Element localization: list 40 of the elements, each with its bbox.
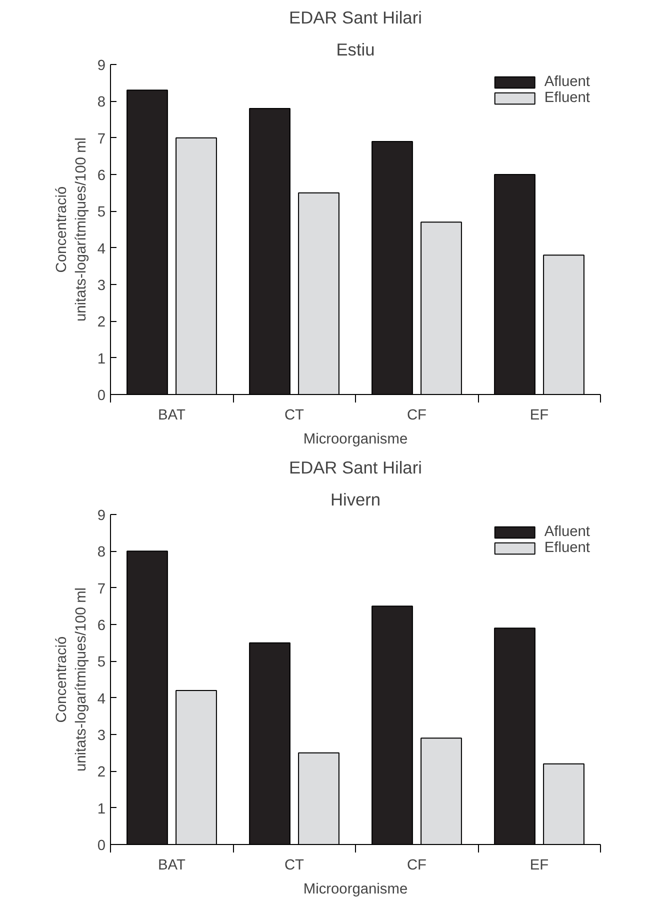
y-tick-label: 0 [97, 388, 106, 404]
x-tick-label: CF [406, 408, 427, 424]
y-axis-title: Concentració unitats-logarítmiques/100 ml [54, 587, 90, 772]
y-tick-label: 2 [97, 314, 106, 331]
x-axis-title: Microorganisme [303, 882, 408, 898]
x-tick-label: CT [284, 408, 304, 424]
y-tick-label: 4 [97, 241, 106, 258]
y-tick-label: 3 [97, 728, 106, 744]
y-tick-label: 3 [97, 278, 106, 294]
y-tick-label: 0 [97, 838, 106, 854]
y-tick-label: 8 [97, 544, 106, 561]
y-tick-label: 9 [97, 58, 106, 74]
y-tick-label: 6 [97, 168, 106, 184]
x-tick-label: BAT [158, 858, 186, 874]
x-tick-label: CT [284, 858, 304, 874]
y-tick-label: 8 [97, 94, 106, 111]
legend-label: Efluent [544, 90, 590, 106]
y-tick-label: 7 [97, 131, 106, 148]
x-axis-title: Microorganisme [303, 432, 408, 448]
chart-title: EDAR Sant Hilari [289, 8, 422, 28]
y-tick-label: 5 [97, 204, 106, 221]
chart-subtitle: Hivern [330, 490, 381, 510]
legend-label: Afluent [544, 524, 590, 540]
y-tick-label: 1 [97, 351, 106, 368]
y-tick-label: 9 [97, 508, 106, 524]
y-tick-label: 4 [97, 691, 106, 708]
chart-title: EDAR Sant Hilari [289, 458, 422, 478]
x-tick-label: CF [406, 858, 427, 874]
y-axis-title: Concentració unitats-logarítmiques/100 ml [54, 137, 90, 322]
y-tick-label: 1 [97, 801, 106, 818]
y-tick-label: 6 [97, 618, 106, 634]
y-tick-label: 7 [97, 581, 106, 598]
chart-subtitle: Estiu [336, 40, 375, 60]
x-tick-label: BAT [158, 408, 186, 424]
x-tick-label: EF [530, 858, 549, 874]
x-tick-label: EF [530, 408, 549, 424]
legend-label: Efluent [544, 540, 590, 556]
legend-label: Afluent [544, 74, 590, 90]
y-tick-label: 5 [97, 654, 106, 671]
y-tick-label: 2 [97, 764, 106, 781]
